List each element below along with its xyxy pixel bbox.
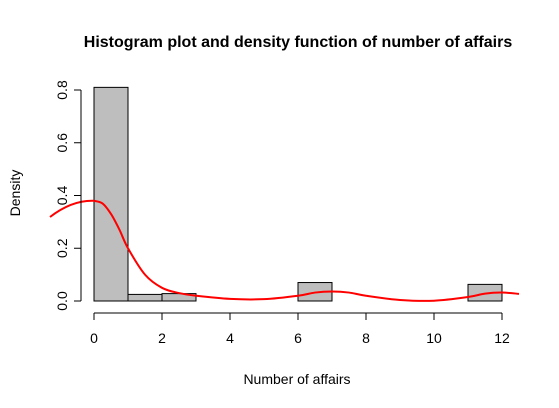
x-tick-label: 12 (494, 330, 510, 346)
density-curve (93, 199, 520, 302)
y-tick-label: 0.2 (54, 238, 70, 258)
y-tick-label: 0.6 (54, 133, 70, 153)
histogram-bars (93, 86, 503, 302)
x-tick-label: 0 (90, 330, 98, 346)
x-tick-label: 2 (158, 330, 166, 346)
y-tick-label: 0.0 (54, 291, 70, 311)
x-tick-label: 10 (426, 330, 442, 346)
histogram-bar-1 (127, 293, 163, 302)
x-tick-label: 4 (226, 330, 234, 346)
density-curve-left-tail (49, 199, 95, 218)
y-tick-label: 0.4 (54, 186, 70, 206)
chart-title: Histogram plot and density function of n… (84, 34, 513, 51)
x-axis: 0 2 4 6 8 10 12 (90, 312, 510, 346)
y-tick-label: 0.8 (54, 80, 70, 100)
x-tick-label: 8 (362, 330, 370, 346)
density-curve-group (49, 199, 520, 302)
histogram-bar-0 (93, 86, 129, 302)
y-axis: 0.0 0.2 0.4 0.6 0.8 (54, 80, 82, 311)
x-tick-label: 6 (294, 330, 302, 346)
x-axis-label: Number of affairs (243, 371, 350, 387)
y-axis-label: Density (7, 170, 23, 217)
